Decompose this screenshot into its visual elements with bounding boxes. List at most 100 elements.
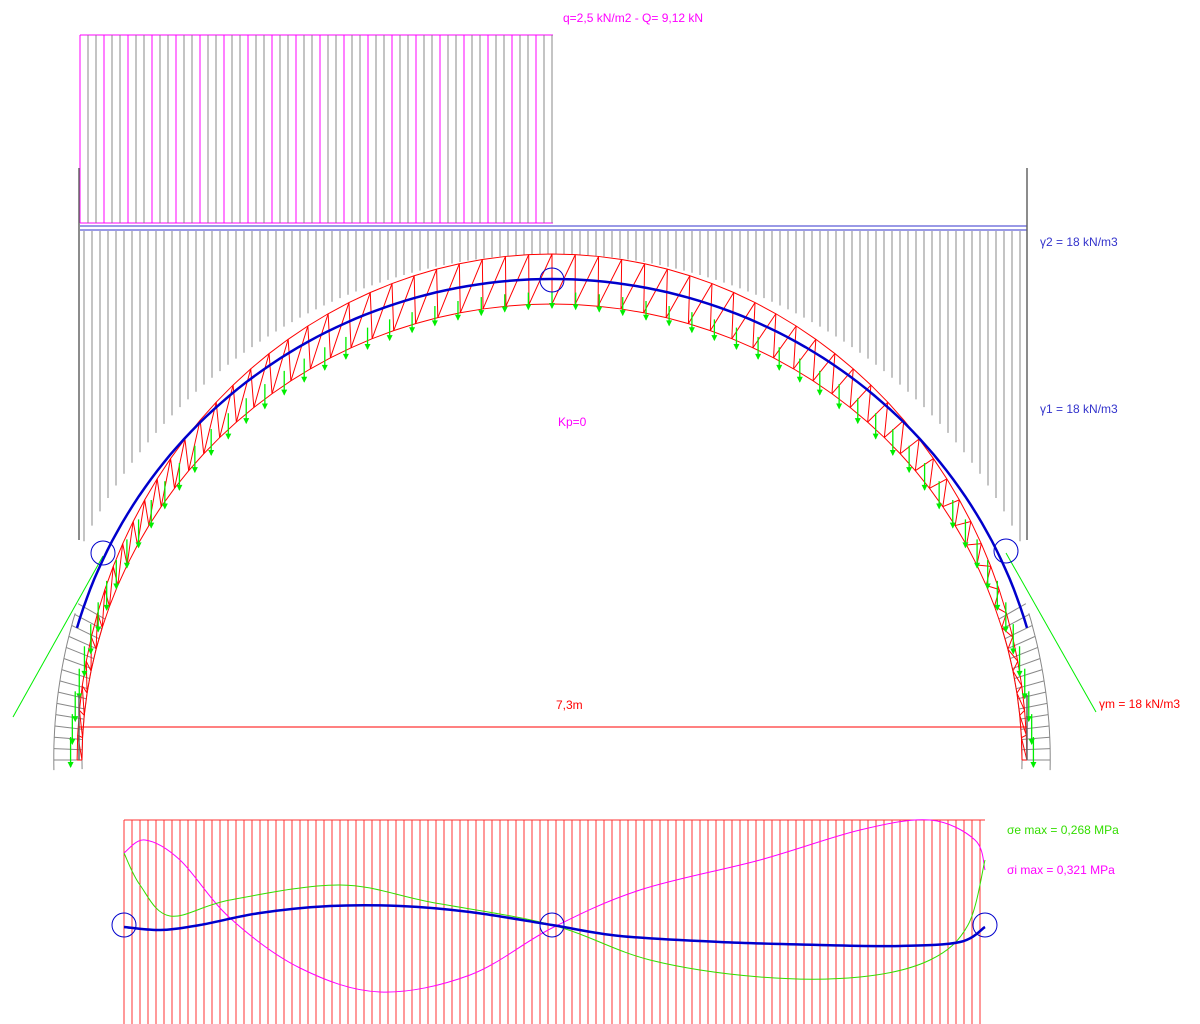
load-arrow-head — [572, 304, 579, 311]
arch-diagonal — [85, 661, 88, 694]
arch-diagonal — [415, 268, 438, 324]
arch-joint — [170, 458, 175, 489]
load-arrow-head — [688, 327, 695, 334]
load-arrow-head — [949, 522, 956, 529]
load-arrow-head — [191, 467, 198, 474]
arch-joint — [348, 302, 352, 348]
abutment-hatch-line — [998, 603, 1027, 620]
arch-joint — [709, 283, 713, 331]
arch-joint — [954, 499, 960, 526]
arch-joint — [914, 438, 920, 471]
arch-joint — [268, 353, 273, 394]
abutment-hatch-line — [56, 702, 86, 710]
arch-diagonal — [1016, 692, 1026, 711]
load-arrow-head — [733, 343, 740, 350]
load-arrow-head — [501, 306, 508, 313]
surface-load — [79, 34, 553, 224]
load-arrow-head — [281, 389, 288, 396]
load-arrow-head — [95, 626, 102, 633]
arch-joint — [812, 339, 817, 381]
stress-hinge-right — [972, 912, 998, 938]
load-arrow-head — [161, 503, 168, 510]
arch-joint — [1021, 734, 1027, 739]
load-arrow-head — [386, 335, 393, 342]
span-label: 7,3m — [556, 698, 583, 712]
arch-joint — [287, 339, 292, 381]
arch-diagonal — [929, 478, 948, 489]
arch-diagonal — [350, 292, 371, 348]
arch-joint — [1012, 661, 1019, 672]
abutment-hatch-line — [1004, 624, 1033, 640]
load-arrow-head — [525, 304, 532, 311]
arch-joint — [327, 313, 331, 358]
arch-diagonal — [290, 325, 309, 381]
arch-joint — [966, 521, 972, 546]
arch-joint — [144, 499, 150, 526]
arch-diagonal — [371, 283, 393, 339]
load-arrow-head — [596, 306, 603, 313]
load-arrow-head — [409, 327, 416, 334]
load-arrow-head — [889, 449, 896, 456]
load-arrow-head — [666, 320, 673, 327]
arch-joint — [391, 283, 395, 331]
arch-joint — [1007, 636, 1014, 650]
abutment-hatch-line — [1017, 691, 1046, 700]
sigma-e-label: σe max = 0,268 MPa — [1007, 823, 1119, 837]
load-arrow-head — [854, 418, 861, 425]
springing-tangent-right — [1005, 552, 1097, 713]
stress-hinge-left — [111, 912, 137, 938]
arch-joint — [1016, 685, 1023, 694]
arch-diagonal — [812, 353, 836, 382]
arch-diagonal — [188, 420, 201, 471]
sigma-i-label: σi max = 0,321 MPa — [1007, 863, 1115, 877]
arch-joint — [773, 313, 777, 358]
arch-diagonal — [665, 275, 691, 318]
abutment-hatch-line — [1014, 669, 1043, 680]
load-arrow-head — [619, 310, 626, 317]
arch-diagonal — [1007, 648, 1019, 662]
frame-lines — [78, 168, 1028, 760]
arch-diagonal — [329, 302, 350, 359]
thrust-line — [75, 277, 1029, 629]
load-arrow-head — [796, 376, 803, 383]
arch-joint — [793, 325, 797, 369]
arch-diagonal — [81, 685, 85, 716]
arch-joint — [849, 368, 854, 408]
arch-joint — [132, 521, 138, 546]
arch-diagonal — [309, 313, 329, 370]
load-arrow-head — [261, 403, 268, 410]
arch-joint — [899, 420, 905, 454]
load-arrow-head — [364, 343, 371, 350]
thrust-polyline — [75, 277, 1029, 629]
springing-tangent-left — [12, 555, 104, 718]
abutment-hatch-line — [61, 669, 90, 680]
load-arrow-head — [906, 467, 913, 474]
arch-diagonal — [148, 478, 158, 526]
load-arrow-head — [208, 449, 215, 456]
hinge-left — [90, 540, 116, 566]
load-arrow-head — [72, 716, 79, 723]
arch-joint — [250, 368, 255, 408]
load-arrow-head — [113, 583, 120, 590]
arch-joint — [436, 269, 439, 318]
arch-joint — [90, 636, 97, 650]
arch-joint — [831, 353, 836, 394]
arch-joint — [413, 275, 417, 324]
arch-diagonal — [235, 368, 252, 423]
arch-diagonal — [1019, 715, 1027, 736]
load-arrow-head — [984, 583, 991, 590]
arch-diagonal — [773, 325, 797, 359]
arch-diagonal — [884, 419, 905, 438]
load-arrow-head — [454, 314, 461, 321]
load-arrow-head — [994, 604, 1001, 611]
load-arrow-head — [1010, 648, 1017, 655]
soil-fill-lines — [80, 225, 1027, 542]
load-arrow-head — [123, 562, 130, 569]
gamma2-label: γ2 = 18 kN/m3 — [1040, 235, 1118, 249]
arch-diagonal — [108, 566, 114, 607]
arch-joint — [112, 566, 119, 586]
arch-joint — [752, 302, 756, 348]
arch-diagonal — [126, 521, 134, 566]
load-arrow-head — [755, 353, 762, 360]
